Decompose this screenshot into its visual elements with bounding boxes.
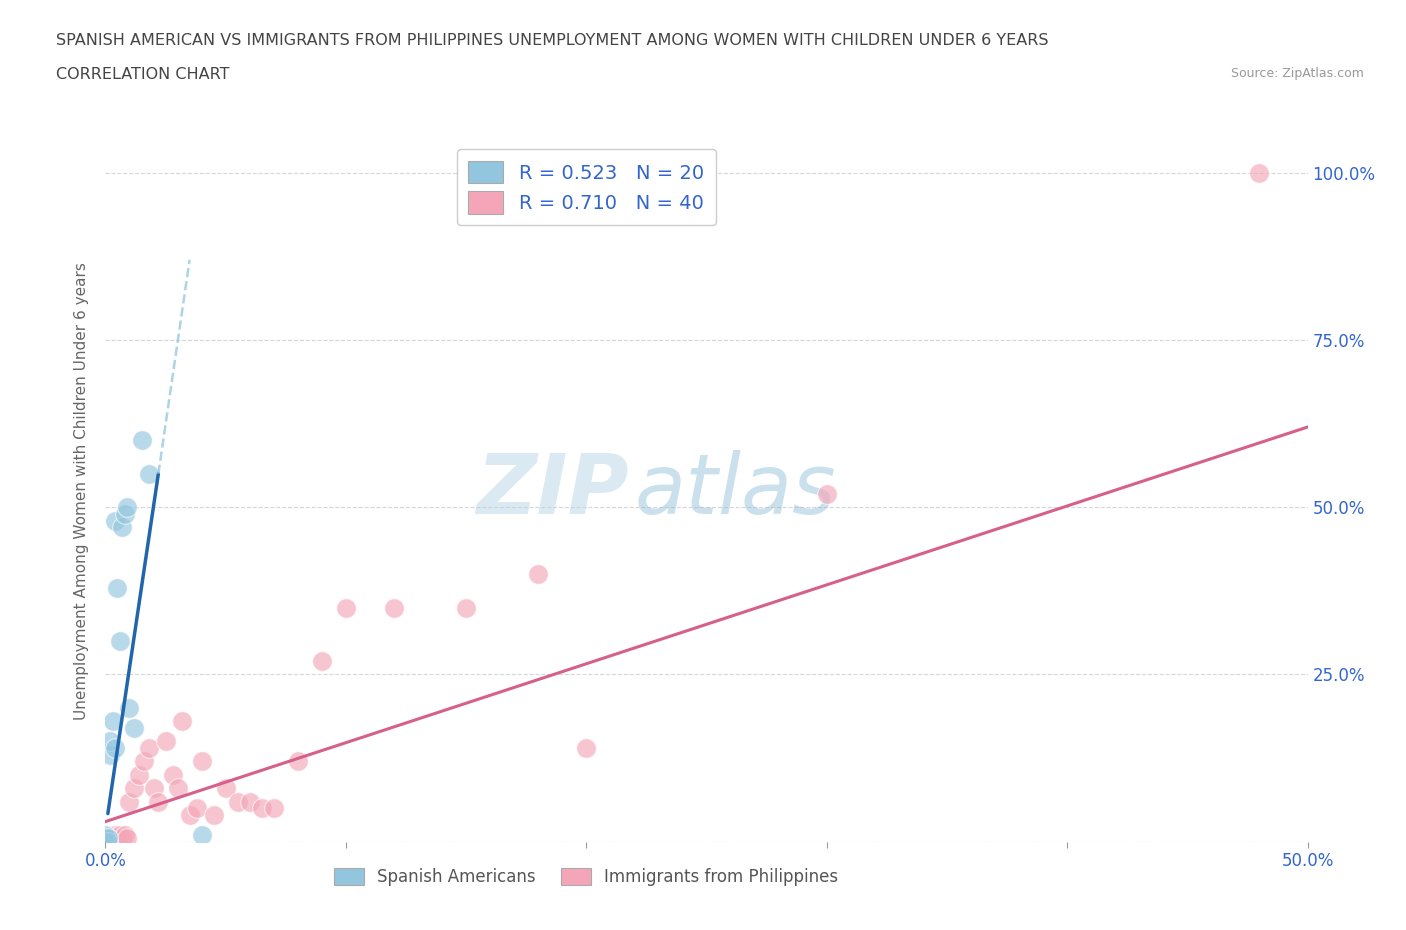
Point xyxy=(527,566,550,581)
Point xyxy=(162,767,184,782)
Point xyxy=(111,520,134,535)
Point xyxy=(94,830,117,845)
Point xyxy=(128,767,150,782)
Point xyxy=(815,486,838,501)
Point xyxy=(1249,166,1271,180)
Point xyxy=(115,830,138,845)
Point xyxy=(114,828,136,843)
Point xyxy=(97,834,120,849)
Point xyxy=(155,734,177,749)
Point xyxy=(98,734,121,749)
Point xyxy=(138,740,160,755)
Point xyxy=(94,834,117,849)
Point xyxy=(202,807,225,822)
Point xyxy=(190,828,212,843)
Point xyxy=(148,794,170,809)
Point xyxy=(263,801,285,816)
Point xyxy=(107,830,129,845)
Point xyxy=(108,828,131,843)
Point xyxy=(111,830,134,845)
Point xyxy=(454,600,477,615)
Point xyxy=(101,714,124,729)
Point xyxy=(94,834,117,849)
Point xyxy=(132,754,155,769)
Point xyxy=(118,700,141,715)
Point xyxy=(226,794,249,809)
Point xyxy=(98,748,121,763)
Point xyxy=(114,507,136,522)
Point xyxy=(124,780,146,795)
Point xyxy=(250,801,273,816)
Point xyxy=(166,780,188,795)
Point xyxy=(124,721,146,736)
Point xyxy=(108,633,131,648)
Point xyxy=(311,654,333,669)
Text: SPANISH AMERICAN VS IMMIGRANTS FROM PHILIPPINES UNEMPLOYMENT AMONG WOMEN WITH CH: SPANISH AMERICAN VS IMMIGRANTS FROM PHIL… xyxy=(56,33,1049,47)
Point xyxy=(97,830,120,845)
Point xyxy=(115,499,138,514)
Point xyxy=(98,830,121,845)
Point xyxy=(107,580,129,595)
Point xyxy=(179,807,201,822)
Point xyxy=(94,830,117,845)
Point xyxy=(138,467,160,482)
Text: CORRELATION CHART: CORRELATION CHART xyxy=(56,67,229,82)
Text: ZIP: ZIP xyxy=(475,450,628,531)
Point xyxy=(575,740,598,755)
Point xyxy=(118,794,141,809)
Text: atlas: atlas xyxy=(634,450,837,531)
Point xyxy=(214,780,236,795)
Legend: Spanish Americans, Immigrants from Philippines: Spanish Americans, Immigrants from Phili… xyxy=(328,861,845,893)
Point xyxy=(104,740,127,755)
Point xyxy=(104,828,127,843)
Point xyxy=(97,834,120,849)
Point xyxy=(131,433,153,448)
Point xyxy=(142,780,165,795)
Point xyxy=(186,801,208,816)
Point xyxy=(382,600,405,615)
Point xyxy=(335,600,357,615)
Point xyxy=(239,794,262,809)
Point xyxy=(190,754,212,769)
Point xyxy=(287,754,309,769)
Y-axis label: Unemployment Among Women with Children Under 6 years: Unemployment Among Women with Children U… xyxy=(75,261,90,720)
Point xyxy=(101,830,124,845)
Point xyxy=(94,828,117,843)
Point xyxy=(104,513,127,528)
Point xyxy=(172,714,194,729)
Text: Source: ZipAtlas.com: Source: ZipAtlas.com xyxy=(1230,67,1364,80)
